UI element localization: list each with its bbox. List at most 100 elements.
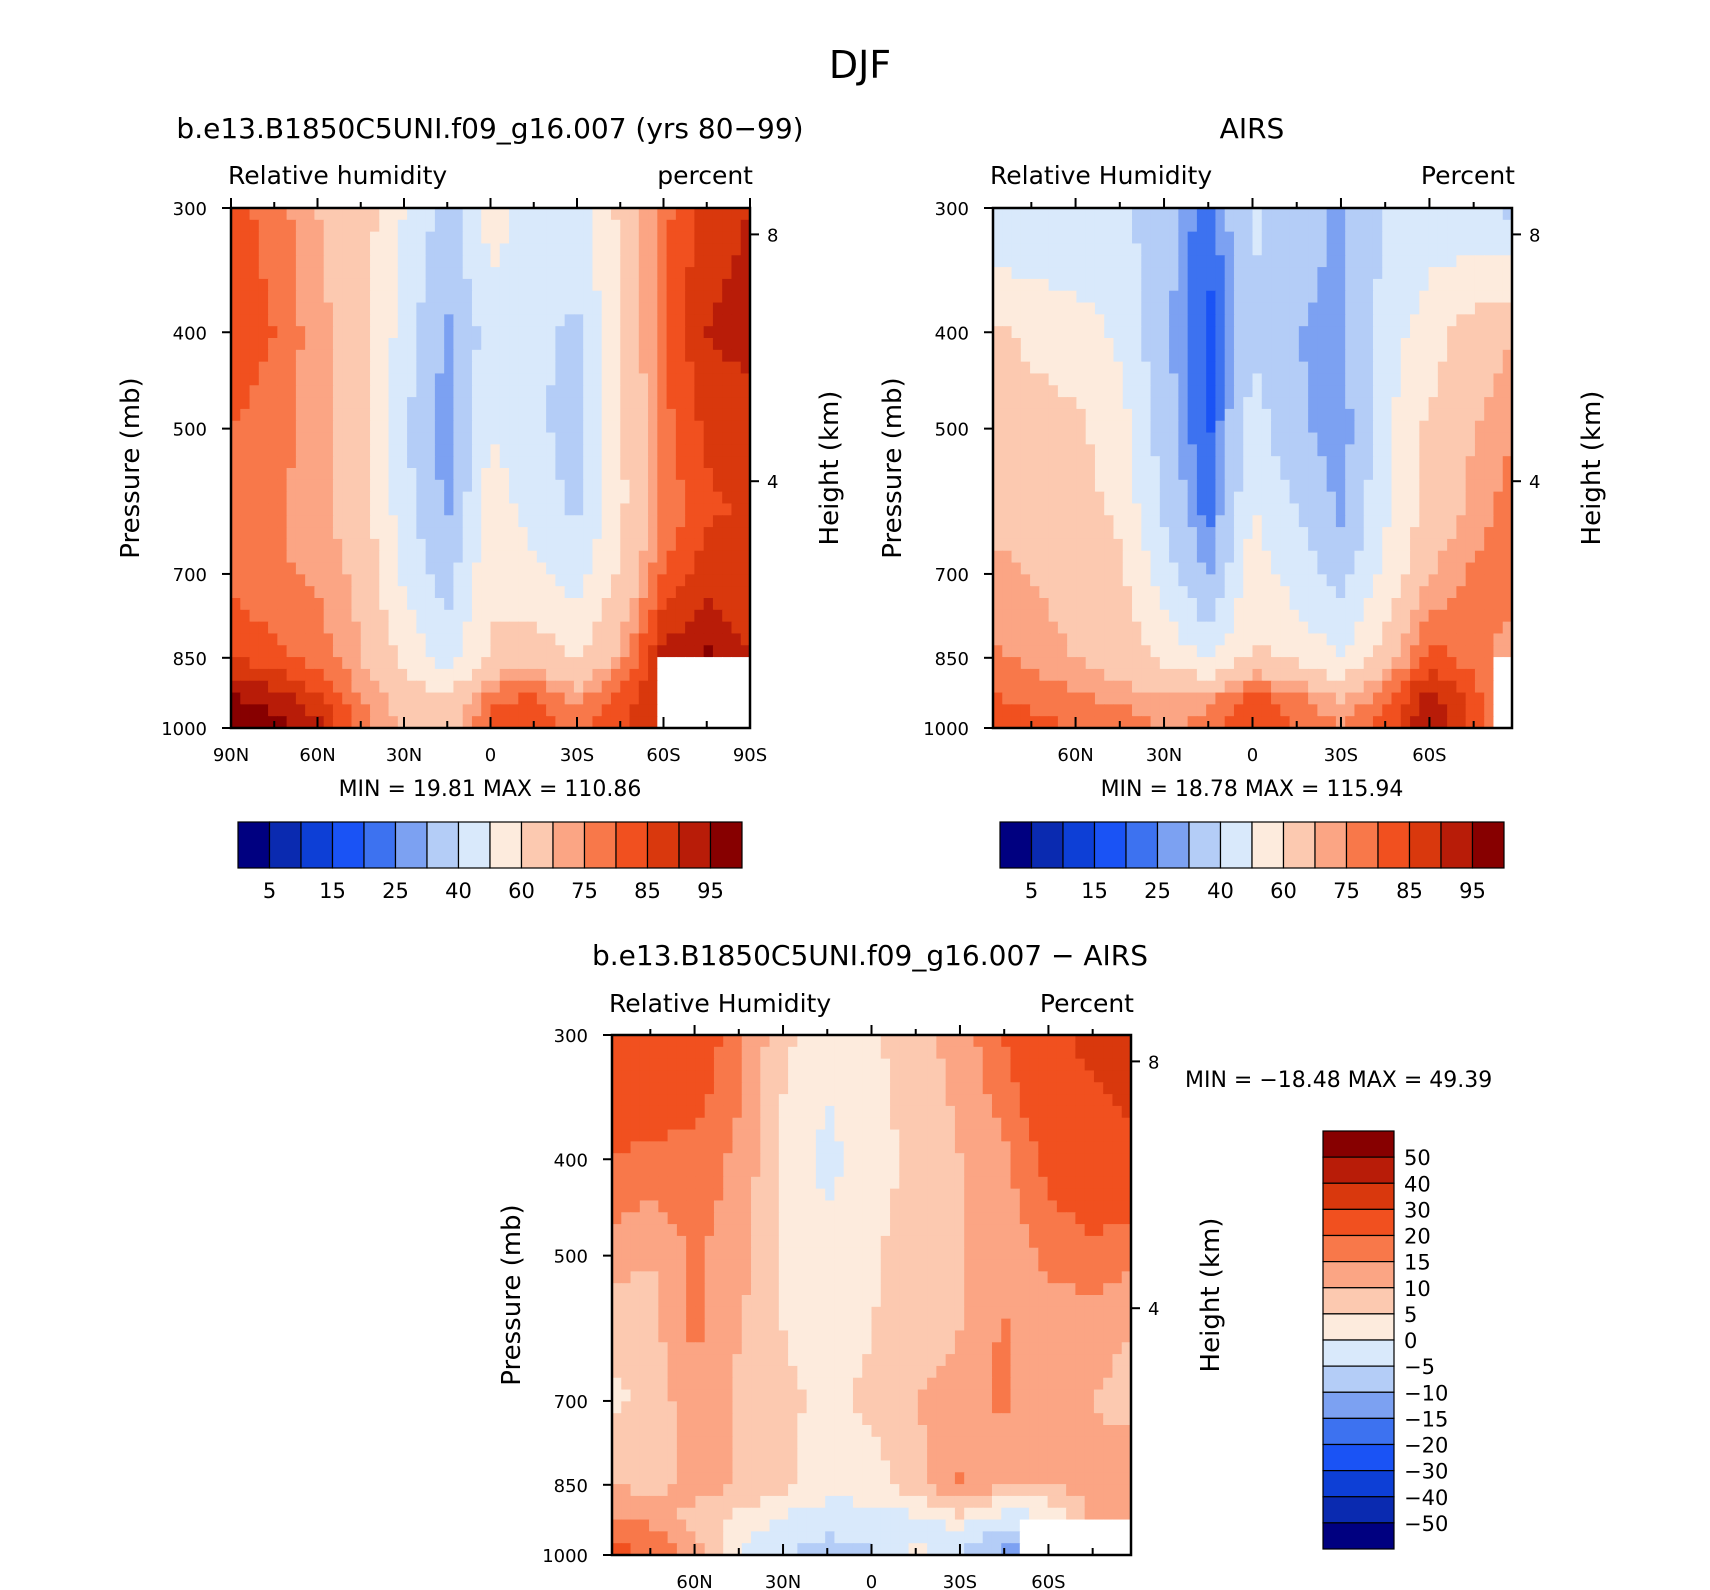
field-cell: [1252, 278, 1263, 292]
field-cell: [1048, 243, 1059, 256]
field-cell: [1243, 680, 1254, 694]
field-cell: [1206, 527, 1217, 540]
field-cell: [1215, 704, 1226, 717]
field-cell: [1048, 349, 1059, 363]
field-cell: [509, 456, 519, 469]
field-cell: [1447, 361, 1457, 375]
field-cell: [1382, 444, 1393, 457]
field-cell: [555, 397, 566, 410]
field-cell: [564, 397, 575, 410]
field-cell: [555, 255, 566, 268]
field-cell: [648, 208, 658, 221]
field-cell: [1113, 302, 1124, 315]
field-cell: [1493, 432, 1504, 445]
field-cell: [1178, 645, 1189, 658]
field-cell: [1326, 657, 1337, 670]
field-cell: [425, 468, 436, 481]
field-cell: [1057, 326, 1068, 339]
field-cell: [1159, 326, 1170, 339]
field-cell: [481, 408, 492, 422]
field-cell: [240, 609, 251, 623]
field-cell: [462, 562, 473, 575]
field-cell: [592, 208, 603, 221]
field-cell: [1419, 609, 1430, 623]
field-cell: [305, 621, 316, 635]
field-cell: [1048, 692, 1059, 705]
field-cell: [1011, 231, 1022, 245]
field-cell: [573, 479, 584, 493]
field-cell: [1011, 527, 1022, 540]
field-cell: [564, 692, 575, 705]
field-cell: [1206, 704, 1217, 717]
field-cell: [583, 432, 594, 445]
field-cell: [1002, 302, 1013, 315]
field-cell: [397, 349, 408, 363]
field-cell: [536, 550, 547, 564]
field-cell: [286, 444, 297, 457]
field-cell: [518, 326, 529, 339]
field-cell: [629, 704, 640, 717]
field-cell: [1057, 657, 1068, 670]
field-cell: [1039, 598, 1050, 611]
field-cell: [258, 550, 269, 564]
field-cell: [1224, 361, 1235, 375]
field-cell: [638, 444, 649, 457]
field-cell: [573, 538, 584, 552]
field-cell: [648, 716, 658, 729]
field-cell: [1057, 208, 1068, 221]
field-cell: [1141, 468, 1152, 481]
field-cell: [295, 538, 306, 552]
field-cell: [1391, 621, 1402, 635]
field-cell: [1206, 680, 1217, 694]
field-cell: [1030, 314, 1040, 327]
field-cell: [685, 657, 695, 670]
field-cell: [425, 668, 436, 682]
field-cell: [694, 479, 705, 493]
field-cell: [332, 219, 343, 233]
field-cell: [360, 314, 371, 327]
field-cell: [286, 586, 297, 599]
field-cell: [1243, 385, 1254, 398]
field-cell: [1345, 574, 1356, 587]
field-cell: [620, 326, 631, 339]
field-cell: [1271, 231, 1281, 245]
field-cell: [546, 527, 556, 540]
field-cell: [1354, 338, 1365, 351]
field-cell: [1261, 550, 1272, 564]
field-cell: [425, 550, 436, 564]
field-cell: [425, 338, 436, 351]
field-cell: [731, 408, 742, 422]
field-cell: [703, 349, 714, 363]
field-cell: [1132, 290, 1142, 304]
field-cell: [370, 326, 380, 339]
field-cell: [342, 243, 353, 256]
field-cell: [1261, 290, 1272, 304]
field-cell: [1224, 562, 1235, 575]
field-cell: [1057, 408, 1068, 422]
field-cell: [1345, 385, 1356, 398]
field-cell: [240, 716, 251, 729]
field-cell: [1419, 326, 1430, 339]
field-cell: [620, 479, 631, 493]
field-cell: [370, 680, 380, 694]
field-cell: [694, 373, 705, 386]
field-cell: [731, 598, 742, 611]
field-cell: [397, 326, 408, 339]
field-cell: [407, 550, 417, 564]
field-cell: [1067, 290, 1078, 304]
field-cell: [499, 290, 510, 304]
field-cell: [1372, 267, 1383, 280]
field-cell: [1039, 668, 1050, 682]
field-cell: [685, 432, 695, 445]
field-cell: [351, 432, 362, 445]
field-cell: [1002, 314, 1013, 327]
field-cell: [1002, 503, 1013, 516]
field-cell: [610, 527, 621, 540]
field-cell: [370, 314, 380, 327]
field-cell: [1382, 468, 1393, 481]
field-cell: [1345, 538, 1356, 552]
field-cell: [1206, 468, 1217, 481]
field-cell: [1067, 657, 1078, 670]
field-cell: [1345, 420, 1356, 434]
field-cell: [471, 444, 482, 457]
